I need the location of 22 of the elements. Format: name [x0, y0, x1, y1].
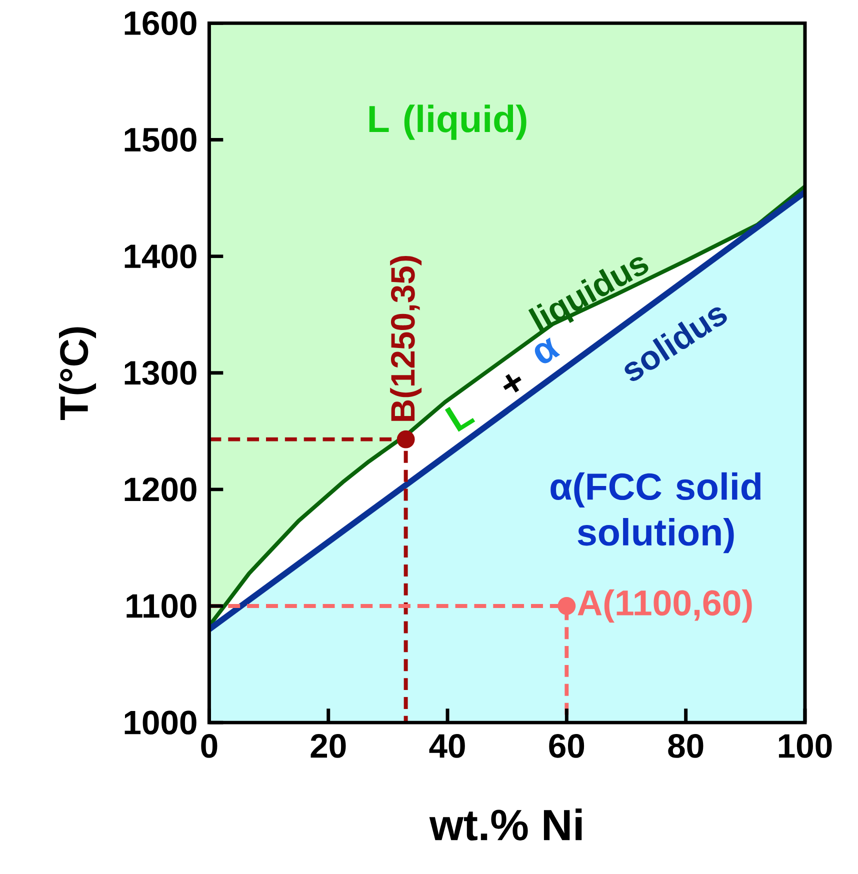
annotation: + [503, 374, 522, 393]
x-tick-label: 60 [549, 734, 584, 758]
y-tick-label: 1400 [124, 244, 196, 268]
y-tick-label: 1000 [124, 710, 196, 735]
annotation: B(1250,35) [390, 256, 422, 421]
y-tick-label: 1600 [124, 11, 196, 36]
x-tick-label: 0 [201, 734, 218, 758]
annotation: L [445, 406, 476, 432]
annotation: α(FCC solid solution) [550, 472, 761, 554]
y-tick-label: 1200 [124, 477, 196, 502]
y-tick-label: 1300 [124, 360, 196, 385]
y-tick-label: 1100 [126, 594, 196, 618]
annotation: L (liquid) [370, 104, 526, 140]
x-tick-label: 40 [429, 734, 466, 758]
y-tick-label: 1500 [124, 128, 196, 152]
annotation: A(1100,60) [578, 589, 752, 623]
x-tick-label: 100 [779, 734, 832, 758]
x-axis-title: wt.% Ni [429, 808, 582, 841]
y-axis-title: T(°C) [59, 327, 96, 420]
x-tick-label: 20 [310, 734, 346, 758]
x-tick-label: 80 [668, 734, 704, 758]
annotation: α [534, 338, 560, 364]
